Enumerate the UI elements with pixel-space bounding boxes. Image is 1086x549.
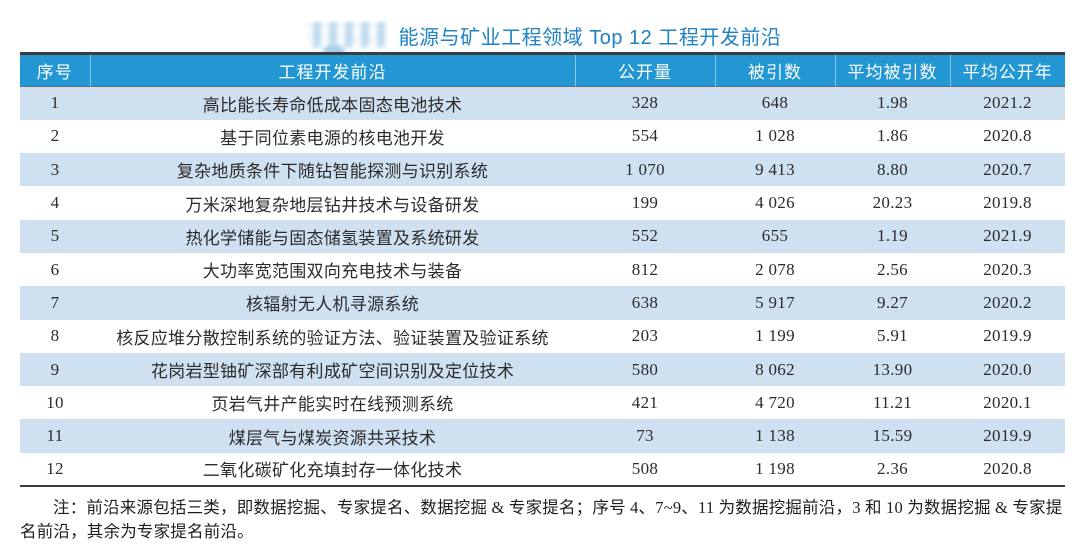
table-row: 5 热化学储能与固态储氢装置及系统研发 552 655 1.19 2021.9 (20, 219, 1065, 253)
avg-citations-cell: 15.59 (872, 426, 913, 446)
frontier-name-cell: 高比能长寿命低成本固态电池技术 (202, 95, 463, 115)
col-header-avg-citations: 平均被引数 (834, 53, 950, 87)
frontier-name-cell: 热化学储能与固态储氢装置及系统研发 (185, 228, 480, 248)
table-footnote: 注：前沿来源包括三类，即数据挖掘、专家提名、数据挖掘 & 专家提名；序号 4、7… (20, 498, 1063, 541)
avg-pub-year-cell: 2020.3 (983, 259, 1032, 279)
citations-cell: 8 062 (755, 359, 795, 379)
publications-cell: 638 (631, 292, 659, 312)
rank-cell: 12 (46, 458, 64, 478)
avg-citations-cell: 1.19 (877, 226, 908, 246)
table-row: 7 核辐射无人机寻源系统 638 5 917 9.27 2020.2 (20, 286, 1065, 320)
col-header-publications: 公开量 (574, 53, 715, 87)
citations-cell: 4 720 (755, 392, 795, 412)
publications-cell: 552 (631, 226, 659, 246)
col-header-rank: 序号 (20, 53, 90, 87)
col-header-avg-pub-year: 平均公开年 (949, 53, 1065, 87)
page-title: 能源与矿业工程领域 Top 12 工程开发前沿 (398, 26, 782, 49)
table-row: 10 页岩气井产能实时在线预测系统 421 4 720 11.21 2020.1 (20, 386, 1065, 419)
redacted-watermark-blur-icon (304, 22, 387, 58)
avg-pub-year-cell: 2019.9 (983, 326, 1032, 346)
citations-cell: 655 (761, 226, 789, 246)
citations-cell: 1 198 (755, 458, 795, 478)
frontier-name-cell: 复杂地质条件下随钻智能探测与识别系统 (176, 162, 489, 182)
rank-cell: 2 (50, 126, 60, 146)
rank-cell: 4 (50, 193, 60, 213)
rank-cell: 8 (50, 326, 60, 346)
frontier-name-cell: 花岗岩型铀矿深部有利成矿空间识别及定位技术 (150, 362, 515, 382)
frontiers-table: 序号 工程开发前沿 公开量 被引数 平均被引数 平均公开年 1 高比能长寿命低成… (20, 52, 1065, 488)
avg-pub-year-cell: 2019.8 (983, 193, 1032, 213)
rank-cell: 1 (50, 93, 60, 113)
avg-citations-cell: 1.86 (877, 126, 908, 146)
publications-cell: 73 (636, 426, 654, 446)
avg-pub-year-cell: 2019.9 (983, 426, 1032, 446)
table-row: 1 高比能长寿命低成本固态电池技术 328 648 1.98 2021.2 (20, 86, 1065, 120)
table-row: 6 大功率宽范围双向充电技术与装备 812 2 078 2.56 2020.3 (20, 253, 1065, 286)
avg-pub-year-cell: 2020.8 (983, 126, 1032, 146)
frontier-name-cell: 煤层气与煤炭资源共采技术 (228, 428, 437, 448)
avg-pub-year-cell: 2020.7 (983, 159, 1032, 179)
citations-cell: 5 917 (755, 292, 795, 312)
avg-pub-year-cell: 2020.1 (983, 392, 1032, 412)
table-row: 11 煤层气与煤炭资源共采技术 73 1 138 15.59 2019.9 (20, 419, 1065, 453)
publications-cell: 203 (631, 326, 659, 346)
avg-pub-year-cell: 2020.2 (983, 292, 1032, 312)
rank-cell: 5 (50, 226, 60, 246)
rank-cell: 6 (50, 259, 60, 279)
avg-citations-cell: 8.80 (877, 159, 908, 179)
publications-cell: 812 (631, 259, 659, 279)
rank-cell: 10 (46, 392, 64, 412)
table-row: 12 二氧化碳矿化充填封存一体化技术 508 1 198 2.36 2020.8 (20, 453, 1065, 486)
rank-cell: 7 (50, 292, 60, 312)
avg-pub-year-cell: 2020.0 (983, 359, 1032, 379)
rank-cell: 11 (46, 426, 64, 446)
col-header-citations: 被引数 (714, 53, 835, 87)
publications-cell: 199 (631, 193, 659, 213)
avg-pub-year-cell: 2021.9 (983, 226, 1032, 246)
table-body: 1 高比能长寿命低成本固态电池技术 328 648 1.98 2021.2 2 … (20, 86, 1065, 487)
frontier-name-cell: 核辐射无人机寻源系统 (246, 295, 419, 315)
avg-citations-cell: 20.23 (872, 193, 913, 213)
table-row: 3 复杂地质条件下随钻智能探测与识别系统 1 070 9 413 8.80 20… (20, 153, 1065, 187)
avg-citations-cell: 13.90 (872, 359, 913, 379)
frontier-name-cell: 页岩气井产能实时在线预测系统 (211, 395, 454, 415)
avg-citations-cell: 2.56 (877, 259, 908, 279)
citations-cell: 2 078 (755, 259, 795, 279)
table-row: 9 花岗岩型铀矿深部有利成矿空间识别及定位技术 580 8 062 13.90 … (20, 352, 1065, 387)
publications-cell: 554 (631, 126, 659, 146)
citations-cell: 648 (761, 93, 789, 113)
frontier-name-cell: 大功率宽范围双向充电技术与装备 (202, 262, 463, 282)
avg-citations-cell: 5.91 (877, 326, 908, 346)
citations-cell: 1 028 (755, 126, 795, 146)
avg-citations-cell: 2.36 (877, 458, 908, 478)
frontier-name-cell: 基于同位素电源的核电池开发 (220, 128, 445, 148)
avg-citations-cell: 11.21 (872, 392, 913, 412)
table-header-row: 序号 工程开发前沿 公开量 被引数 平均被引数 平均公开年 (20, 53, 1065, 87)
table-row: 8 核反应堆分散控制系统的验证方法、验证装置及验证系统 203 1 199 5.… (20, 320, 1065, 353)
col-header-frontier-name: 工程开发前沿 (89, 53, 575, 87)
avg-citations-cell: 1.98 (877, 93, 908, 113)
table-row: 4 万米深地复杂地层钻井技术与设备研发 199 4 026 20.23 2019… (20, 186, 1065, 219)
frontier-name-cell: 万米深地复杂地层钻井技术与设备研发 (185, 195, 480, 215)
publications-cell: 421 (631, 392, 659, 412)
citations-cell: 9 413 (755, 159, 795, 179)
frontier-name-cell: 二氧化碳矿化充填封存一体化技术 (202, 461, 463, 481)
rank-cell: 3 (50, 159, 60, 179)
publications-cell: 328 (631, 93, 659, 113)
frontier-name-cell: 核反应堆分散控制系统的验证方法、验证装置及验证系统 (116, 328, 549, 348)
avg-pub-year-cell: 2021.2 (983, 93, 1032, 113)
citations-cell: 1 199 (755, 326, 795, 346)
citations-cell: 4 026 (755, 193, 795, 213)
table-row: 2 基于同位素电源的核电池开发 554 1 028 1.86 2020.8 (20, 120, 1065, 153)
citations-cell: 1 138 (755, 426, 795, 446)
avg-citations-cell: 9.27 (877, 292, 908, 312)
table-title-row: 能源与矿业工程领域 Top 12 工程开发前沿 (0, 20, 1086, 58)
publications-cell: 508 (631, 458, 659, 478)
rank-cell: 9 (50, 359, 60, 379)
publications-cell: 1 070 (625, 159, 665, 179)
avg-pub-year-cell: 2020.8 (983, 458, 1032, 478)
publications-cell: 580 (631, 359, 659, 379)
